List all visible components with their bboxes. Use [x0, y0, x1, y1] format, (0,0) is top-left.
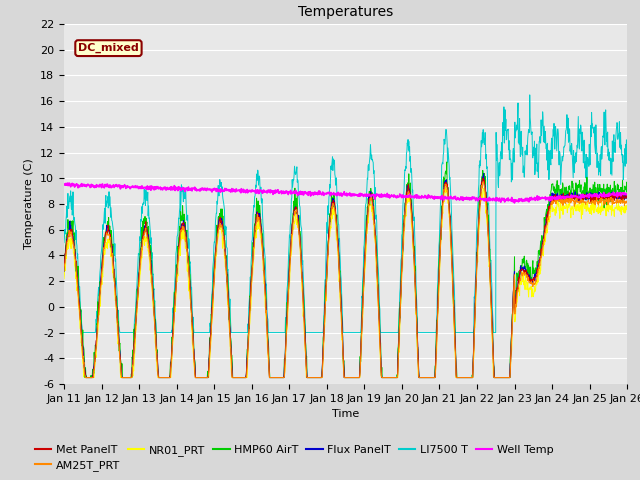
Title: Temperatures: Temperatures	[298, 5, 393, 19]
Text: DC_mixed: DC_mixed	[78, 43, 139, 53]
Y-axis label: Temperature (C): Temperature (C)	[24, 158, 35, 250]
X-axis label: Time: Time	[332, 409, 359, 419]
Legend: Met PanelT, AM25T_PRT, NR01_PRT, HMP60 AirT, Flux PanelT, LI7500 T, Well Temp: Met PanelT, AM25T_PRT, NR01_PRT, HMP60 A…	[30, 440, 557, 476]
